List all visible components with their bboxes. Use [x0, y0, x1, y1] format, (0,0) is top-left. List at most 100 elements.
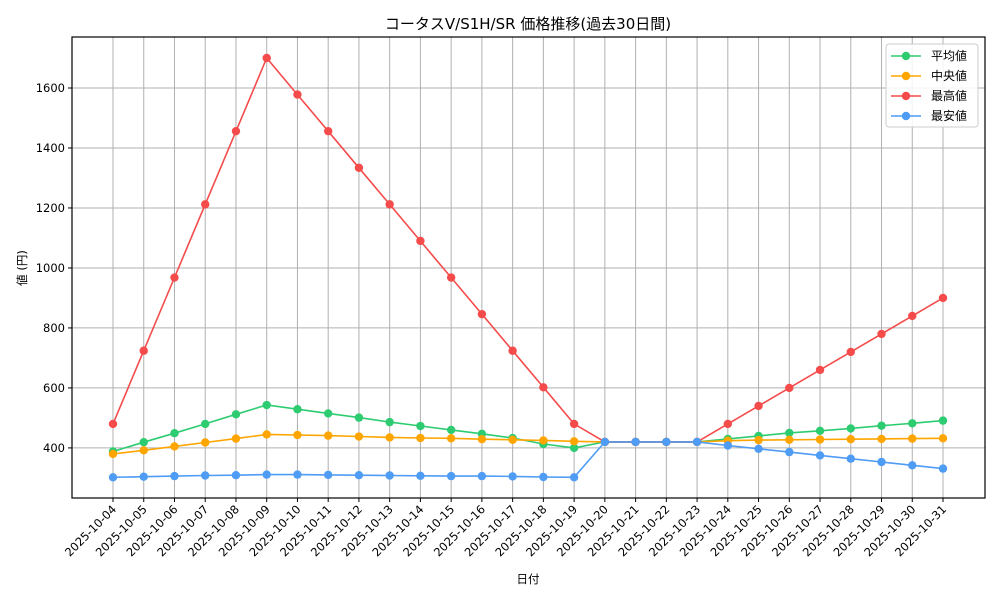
- data-point: [477, 309, 487, 319]
- data-point: [293, 470, 302, 479]
- data-point: [508, 435, 517, 445]
- data-point: [785, 435, 794, 445]
- data-point: [385, 200, 394, 209]
- data-point: [785, 383, 794, 393]
- data-point: [815, 451, 825, 460]
- data-point: [323, 431, 333, 440]
- data-point: [815, 426, 825, 436]
- data-point: [354, 163, 364, 172]
- legend-marker: [901, 91, 911, 101]
- data-point: [416, 236, 425, 246]
- data-point: [938, 464, 948, 473]
- data-point: [231, 471, 241, 480]
- data-point: [754, 444, 763, 454]
- data-point: [385, 417, 394, 427]
- series-line: [112, 441, 944, 479]
- data-point: [139, 438, 148, 447]
- data-point: [293, 430, 302, 440]
- data-point: [170, 442, 179, 451]
- legend-label: 最安値: [931, 108, 967, 123]
- data-point: [170, 471, 179, 481]
- data-point: [846, 347, 855, 357]
- y-tick-label: 1200: [36, 201, 65, 215]
- y-tick-label: 800: [43, 321, 65, 335]
- data-point: [569, 473, 579, 482]
- data-point: [201, 438, 210, 447]
- data-point: [508, 472, 517, 481]
- data-point: [354, 413, 364, 422]
- data-point: [908, 434, 917, 443]
- data-point: [815, 435, 825, 444]
- series-3: [108, 437, 948, 482]
- y-tick-label: 1400: [36, 141, 65, 155]
- data-point: [938, 416, 948, 425]
- data-point: [293, 405, 302, 414]
- data-point: [354, 471, 364, 480]
- data-point: [446, 425, 456, 435]
- data-point: [323, 126, 333, 136]
- data-point: [815, 365, 825, 375]
- data-point: [139, 346, 148, 355]
- legend-label: 平均値: [931, 48, 967, 63]
- data-point: [785, 428, 794, 438]
- data-point: [754, 435, 763, 445]
- data-point: [692, 437, 702, 447]
- legend-marker: [901, 111, 911, 121]
- data-point: [323, 470, 333, 480]
- data-point: [877, 421, 886, 430]
- data-point: [785, 447, 794, 457]
- y-tick-label: 600: [43, 381, 65, 395]
- series-line: [112, 56, 944, 443]
- data-point: [477, 471, 487, 481]
- data-point: [846, 454, 855, 463]
- data-point: [569, 443, 579, 453]
- data-point: [231, 126, 241, 136]
- data-point: [385, 433, 394, 442]
- data-point: [477, 435, 487, 444]
- data-point: [938, 293, 948, 303]
- data-point: [446, 434, 456, 443]
- y-tick-label: 1000: [36, 261, 65, 275]
- y-tick-label: 1600: [36, 81, 65, 95]
- data-point: [908, 311, 917, 321]
- data-point: [323, 409, 333, 418]
- data-point: [170, 429, 179, 438]
- data-point: [108, 449, 118, 459]
- data-point: [139, 472, 148, 481]
- x-axis: 2025-10-042025-10-052025-10-062025-10-07…: [62, 498, 949, 559]
- data-point: [569, 437, 579, 446]
- data-point: [416, 433, 425, 443]
- data-point: [446, 273, 456, 282]
- y-axis-label: 値 (円): [15, 250, 29, 286]
- data-point: [569, 419, 579, 429]
- data-point: [262, 430, 271, 439]
- data-point: [508, 346, 517, 355]
- data-point: [262, 400, 271, 410]
- data-point: [877, 329, 886, 339]
- legend-label: 中央値: [931, 68, 967, 83]
- data-point: [385, 471, 394, 480]
- data-point: [877, 434, 886, 444]
- data-point: [600, 437, 610, 447]
- data-point: [662, 437, 671, 447]
- series-layer: [108, 53, 948, 482]
- data-point: [108, 419, 118, 429]
- data-point: [416, 471, 425, 481]
- data-point: [416, 421, 425, 431]
- data-point: [908, 419, 917, 428]
- data-point: [262, 53, 271, 63]
- legend-label: 最高値: [931, 88, 967, 103]
- data-point: [908, 461, 917, 470]
- data-point: [539, 383, 548, 392]
- data-point: [201, 200, 210, 209]
- data-point: [938, 434, 948, 443]
- data-point: [539, 472, 548, 482]
- data-point: [231, 434, 241, 443]
- data-point: [754, 401, 763, 411]
- data-point: [262, 470, 271, 479]
- data-point: [293, 90, 302, 99]
- series-1: [108, 430, 948, 459]
- data-point: [201, 419, 210, 429]
